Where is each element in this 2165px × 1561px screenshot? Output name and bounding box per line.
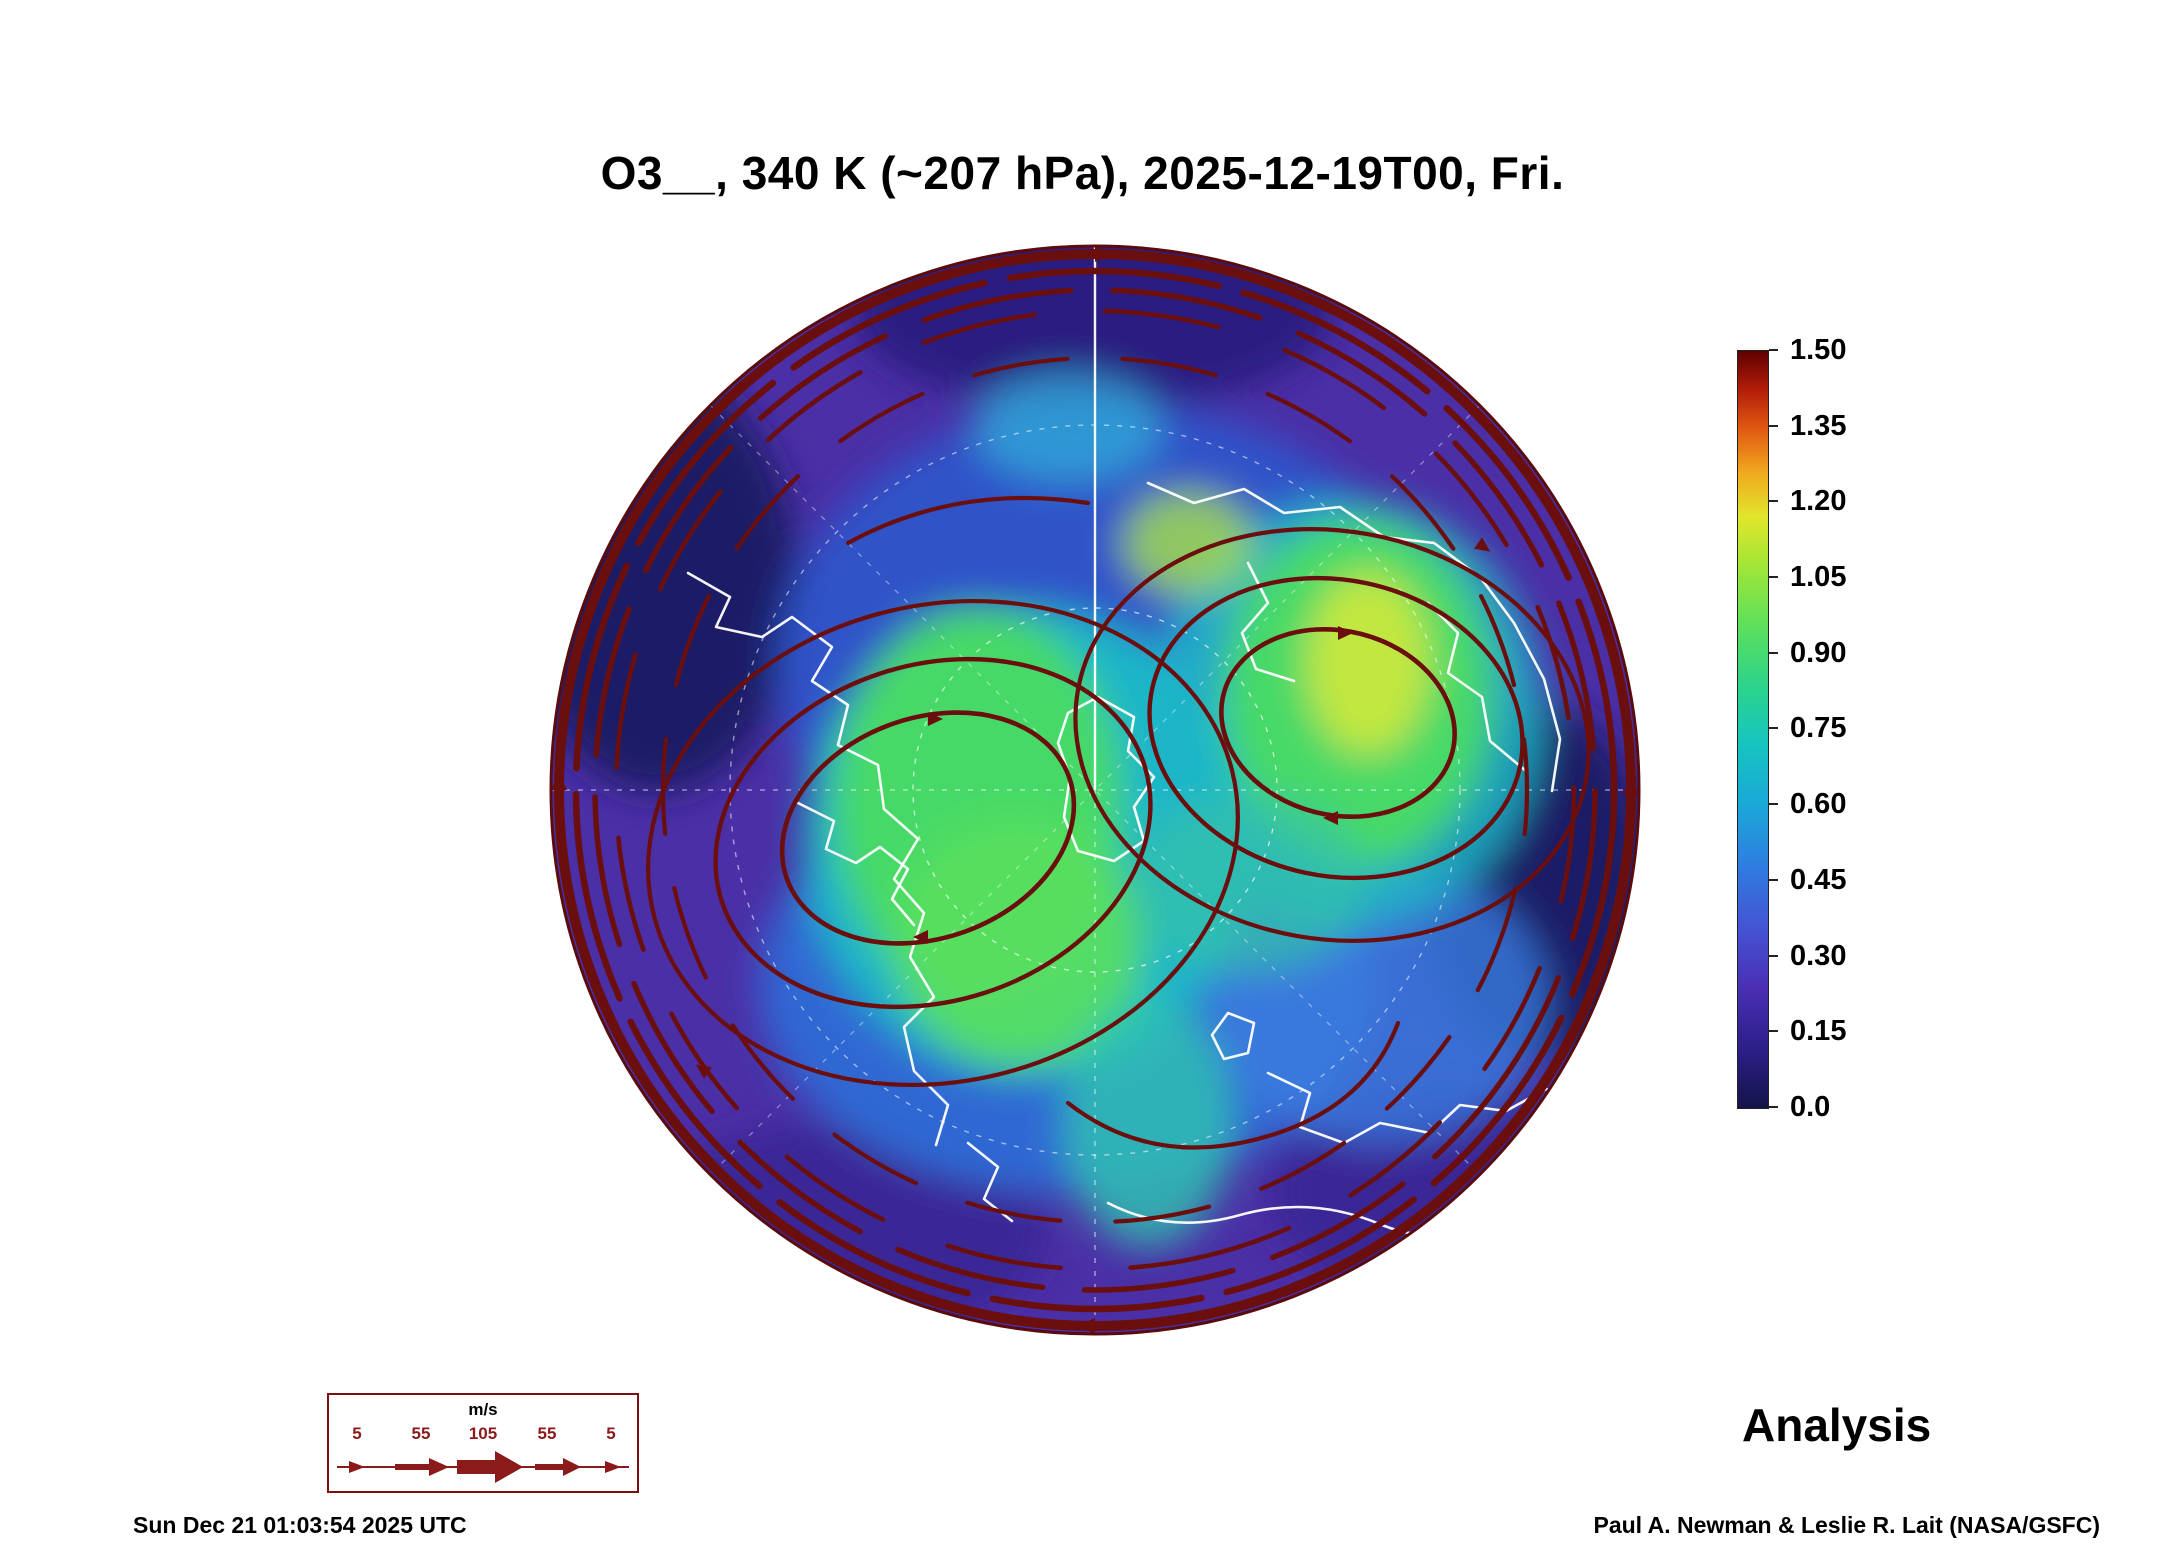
polar-map-svg: [549, 244, 1641, 1336]
streamline-arrows: [551, 246, 1639, 1334]
colorbar-tick-label: 0.15: [1790, 1015, 1847, 1048]
wind-arrow-scale: [337, 1451, 629, 1483]
analysis-label: Analysis: [1742, 1399, 1932, 1451]
streamlines-layer: [551, 246, 1639, 1334]
polar-map: [548, 243, 1642, 1337]
colorbar: [1737, 350, 1769, 1109]
colorbar-tick-label: 0.60: [1790, 788, 1847, 821]
generation-timestamp: Sun Dec 21 01:03:54 2025 UTC: [133, 1512, 467, 1538]
page-title: O3__, 340 K (~207 hPa), 2025-12-19T00, F…: [600, 147, 1565, 199]
wind-unit-label: m/s: [468, 1400, 497, 1419]
wind-speed-legend: m/s 5 55 105 55 5: [327, 1393, 639, 1493]
wind-speed-label: 55: [412, 1424, 431, 1443]
wind-speed-label: 5: [606, 1424, 615, 1443]
colorbar-tick-label: 1.05: [1790, 561, 1847, 594]
wind-speed-label: 5: [352, 1424, 361, 1443]
wind-speed-label: 105: [469, 1424, 497, 1443]
colorbar-tick-label: 0.90: [1790, 636, 1847, 669]
colorbar-tick-label: 1.50: [1790, 334, 1847, 366]
wind-speed-label: 55: [538, 1424, 557, 1443]
colorbar-tick-label: 1.35: [1790, 409, 1847, 442]
colorbar-tick-label: 0.0: [1790, 1090, 1831, 1123]
colorbar-ticks: [1769, 349, 1778, 1108]
map-rim: [549, 244, 1641, 1336]
colorbar-labels: 1.50 1.35 1.20 1.05 0.90 0.75 0.60 0.45 …: [1790, 334, 1910, 1123]
colorbar-tick-label: 0.45: [1790, 863, 1847, 896]
wind-legend-svg: m/s 5 55 105 55 5: [337, 1400, 629, 1483]
colorbar-tick-label: 0.75: [1790, 712, 1847, 745]
colorbar-tick-label: 1.20: [1790, 485, 1847, 518]
colorbar-tick-label: 0.30: [1790, 939, 1847, 972]
credit-line: Paul A. Newman & Leslie R. Lait (NASA/GS…: [1593, 1512, 2100, 1538]
